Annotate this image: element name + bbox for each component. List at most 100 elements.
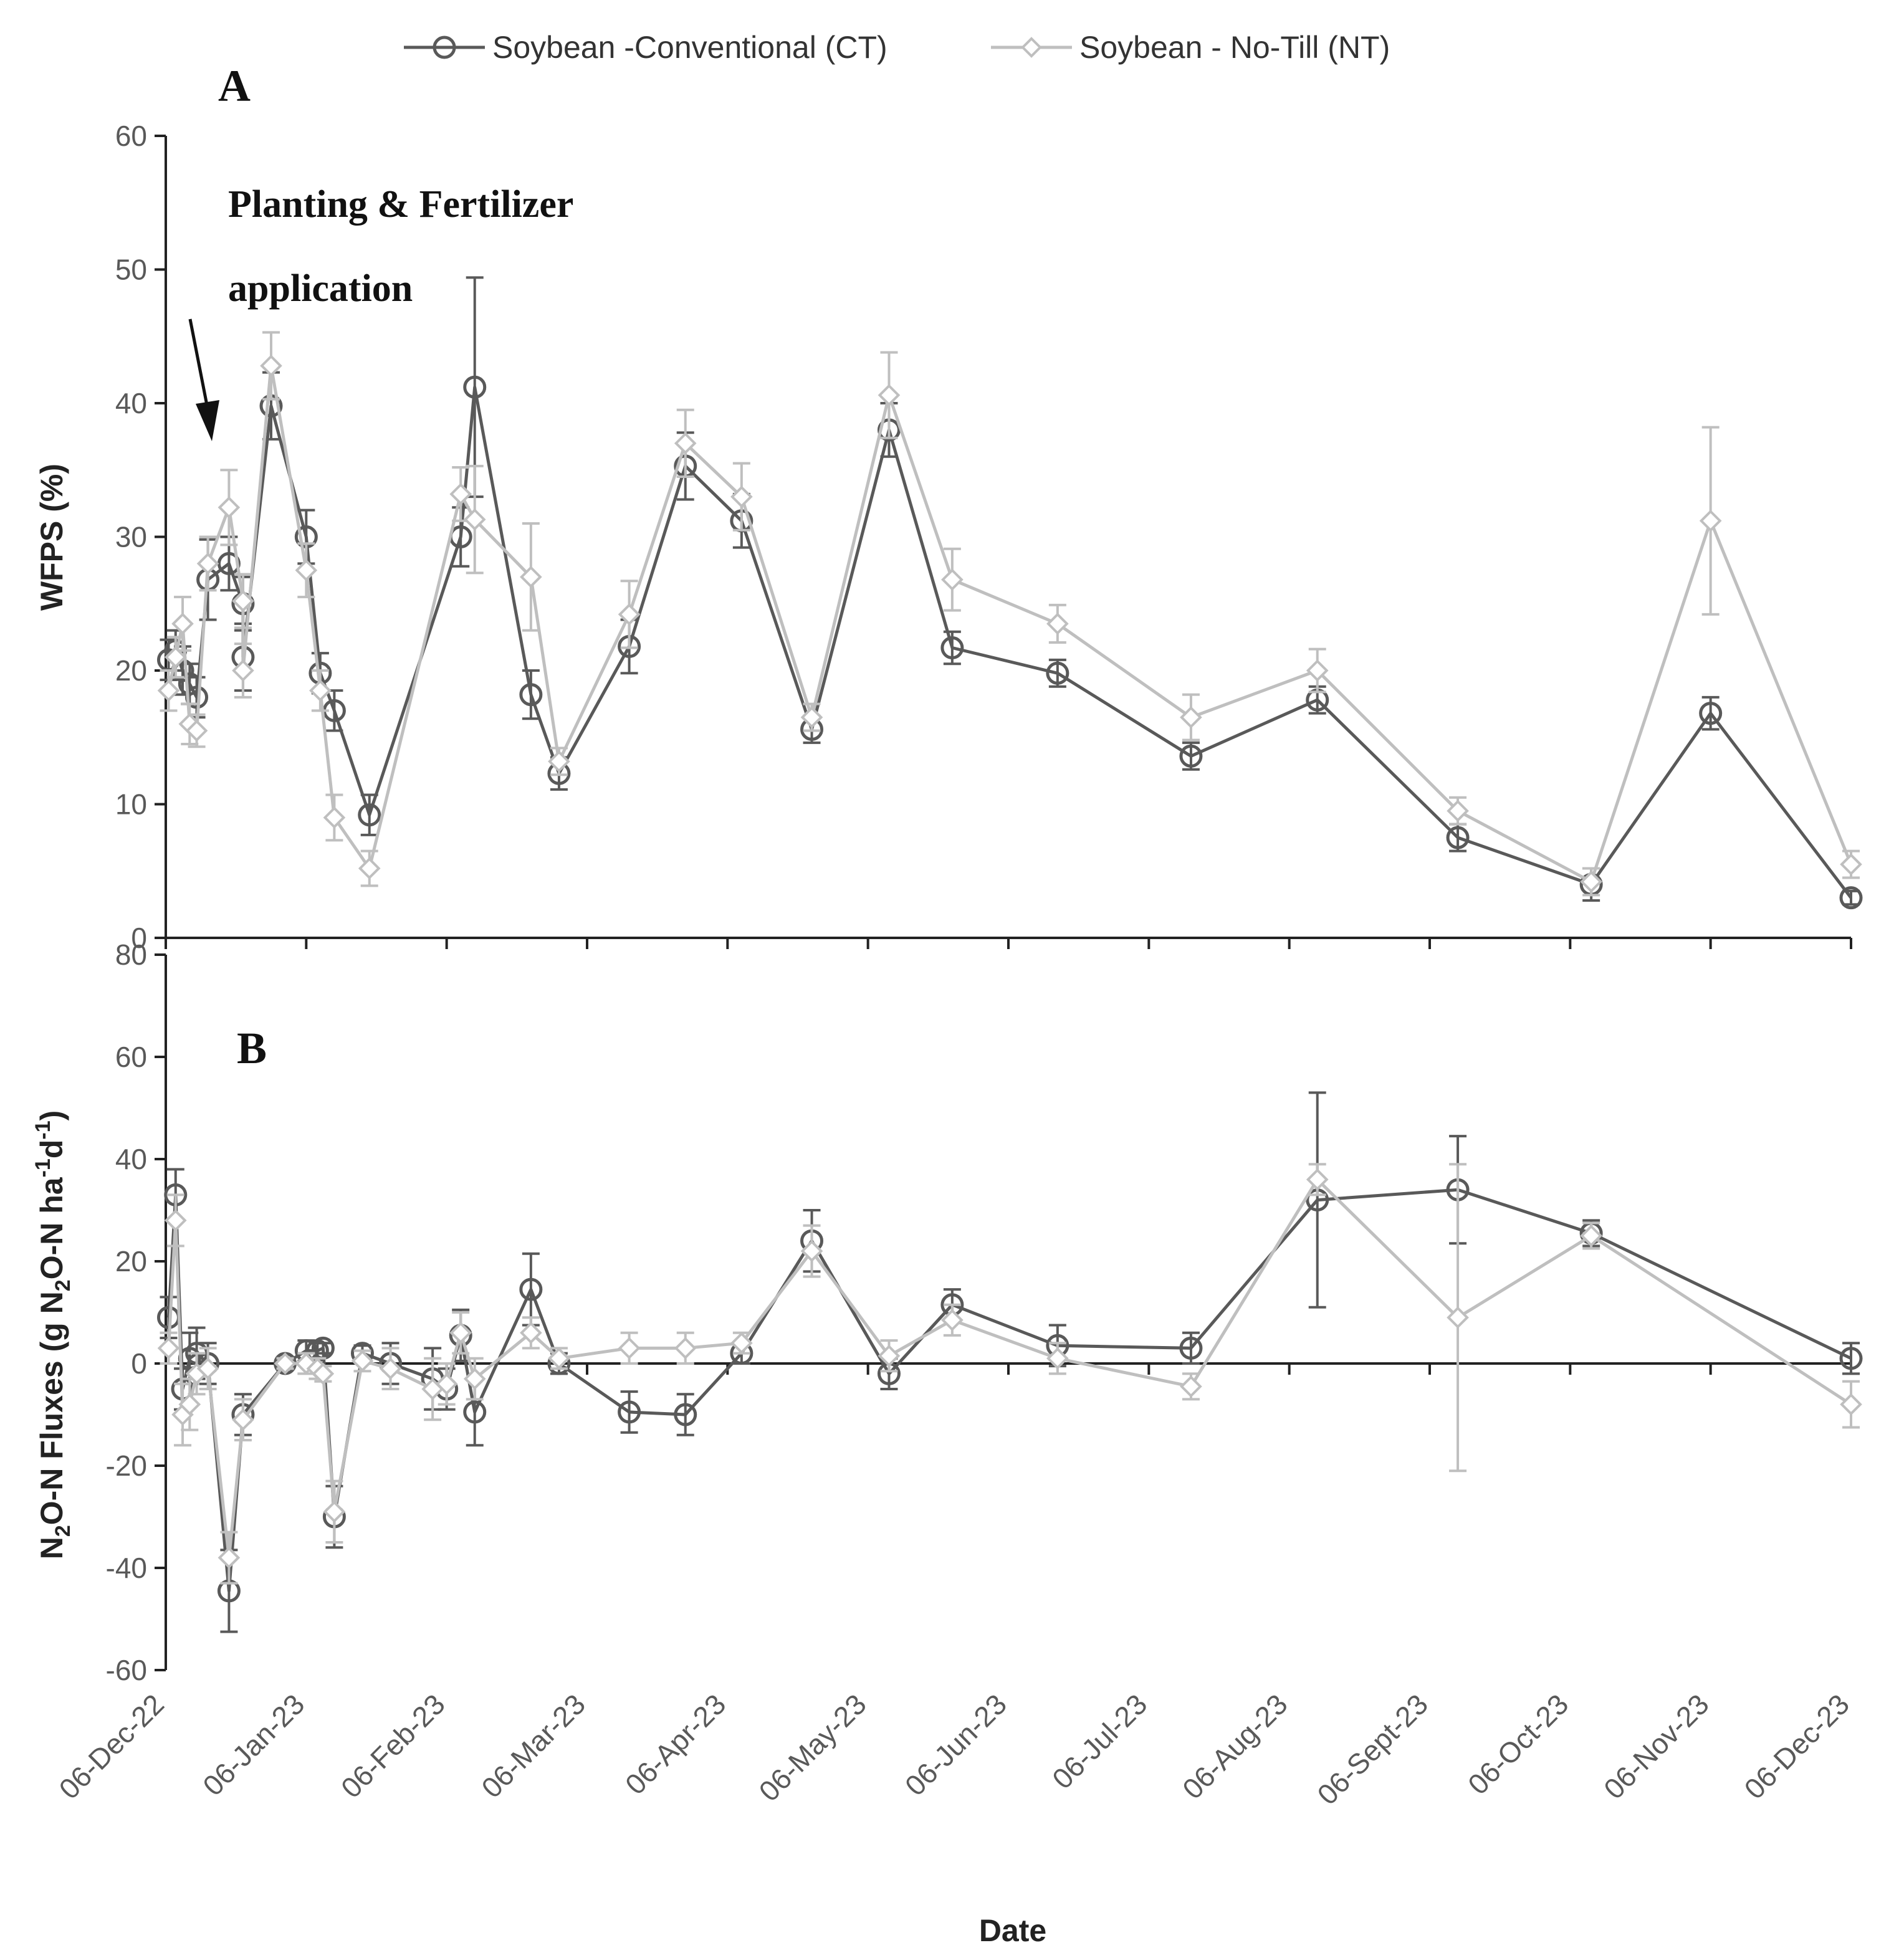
data-point-nt bbox=[218, 496, 241, 519]
data-point-nt bbox=[164, 1209, 187, 1232]
y-tick-label: 0 bbox=[131, 1347, 147, 1380]
data-point-nt bbox=[232, 1408, 254, 1431]
data-point-nt bbox=[218, 1546, 241, 1569]
data-point-nt bbox=[878, 1344, 901, 1367]
data-point-nt bbox=[463, 508, 486, 531]
data-point-nt bbox=[196, 1357, 219, 1380]
data-point-ct bbox=[618, 1400, 641, 1424]
annotation-arrow bbox=[188, 318, 219, 441]
data-point-nt bbox=[941, 1309, 964, 1332]
data-point-nt bbox=[312, 1362, 335, 1385]
x-tick-label: 06-Mar-23 bbox=[475, 1688, 591, 1804]
data-point-nt bbox=[449, 483, 472, 505]
y-tick-label: 20 bbox=[115, 1245, 147, 1277]
data-point-nt bbox=[548, 750, 570, 773]
legend-label-ct: Soybean -Conventional (CT) bbox=[492, 30, 887, 65]
y-tick-label: 30 bbox=[115, 521, 147, 553]
data-point-nt bbox=[157, 1337, 180, 1360]
data-point-nt bbox=[309, 679, 332, 702]
x-tick-label: 06-Aug-23 bbox=[1176, 1688, 1294, 1805]
series-ct bbox=[157, 276, 1863, 910]
x-tick-label: 06-Dec-22 bbox=[52, 1688, 170, 1805]
x-tick-label: 06-Jan-23 bbox=[196, 1688, 310, 1802]
data-point-nt bbox=[232, 659, 254, 682]
data-point-nt bbox=[178, 1393, 201, 1416]
annotation-planting-line1: Planting & Fertilizer bbox=[228, 183, 573, 226]
data-point-nt bbox=[196, 552, 219, 575]
y-tick-label: 0 bbox=[131, 922, 147, 954]
data-point-nt bbox=[730, 1332, 753, 1355]
data-point-ct bbox=[1179, 744, 1203, 768]
data-point-nt bbox=[1840, 1393, 1862, 1416]
data-point-nt bbox=[185, 719, 208, 742]
data-point-nt bbox=[463, 1367, 486, 1390]
x-tick-label: 06-Nov-23 bbox=[1597, 1688, 1715, 1805]
data-point-nt bbox=[379, 1357, 402, 1380]
data-point-ct bbox=[519, 683, 543, 707]
series-line bbox=[167, 364, 1853, 884]
x-tick-label: 06-Apr-23 bbox=[619, 1688, 732, 1800]
series-line bbox=[167, 385, 1852, 899]
y-tick-label: 40 bbox=[115, 1143, 147, 1175]
data-point-nt bbox=[323, 1500, 346, 1523]
series-line bbox=[167, 1188, 1852, 1593]
data-point-ct bbox=[1839, 1347, 1863, 1370]
data-point-nt bbox=[1046, 1347, 1069, 1370]
data-point-nt bbox=[618, 1337, 641, 1360]
x-tick-label: 06-Jul-23 bbox=[1046, 1688, 1153, 1795]
data-point-nt bbox=[800, 706, 823, 728]
data-point-ct bbox=[940, 636, 964, 660]
data-point-nt bbox=[618, 603, 641, 626]
data-point-nt bbox=[800, 1239, 823, 1263]
y-tick-label: 20 bbox=[115, 654, 147, 687]
data-point-nt bbox=[274, 1352, 297, 1375]
data-point-nt bbox=[878, 384, 901, 406]
data-point-nt bbox=[1580, 1225, 1602, 1247]
data-point-nt bbox=[323, 806, 346, 829]
data-point-nt bbox=[548, 1347, 570, 1370]
x-tick-label: 06-May-23 bbox=[752, 1688, 872, 1807]
panel-a-plot: 0 10 20 30 40 50 60 bbox=[115, 120, 1863, 954]
data-point-nt bbox=[730, 485, 753, 508]
data-point-ct bbox=[674, 1403, 697, 1426]
data-point-nt bbox=[171, 613, 194, 635]
data-point-nt bbox=[232, 590, 254, 613]
x-axis-tick-labels: 06-Dec-22 06-Jan-23 06-Feb-23 06-Mar-23 06-A… bbox=[52, 1688, 1855, 1811]
data-point-ct bbox=[1699, 702, 1723, 725]
y-tick-label: 50 bbox=[115, 254, 147, 286]
data-point-nt bbox=[1180, 706, 1202, 728]
annotation-planting-line2: application bbox=[228, 267, 413, 310]
data-point-nt bbox=[449, 1321, 472, 1344]
data-point-ct bbox=[463, 1400, 487, 1424]
panel-b: B N2O-N Fluxes (g N2O-N ha-1d-1) -60-40-… bbox=[31, 938, 1863, 1686]
data-point-nt bbox=[358, 857, 381, 880]
y-tick-label: -20 bbox=[106, 1449, 147, 1482]
x-tick-label: 06-Oct-23 bbox=[1461, 1688, 1574, 1800]
data-point-nt bbox=[157, 679, 180, 702]
panel-b-plot: -60 -40 -20 0 20 40 60 80 bbox=[106, 938, 1863, 1686]
data-point-nt bbox=[1306, 659, 1329, 682]
data-point-ct bbox=[1046, 661, 1069, 685]
data-point-nt bbox=[1840, 853, 1862, 876]
data-point-nt bbox=[295, 559, 318, 581]
data-point-nt bbox=[1180, 1375, 1202, 1398]
data-point-nt bbox=[520, 1321, 542, 1344]
panel-a: A Planting & Fertilizer application WFPS… bbox=[34, 61, 1863, 954]
x-tick-label: 06-Dec-23 bbox=[1738, 1688, 1855, 1805]
series-ct bbox=[157, 1091, 1863, 1633]
y-tick-label: 60 bbox=[115, 1041, 147, 1073]
data-point-nt bbox=[1447, 1306, 1469, 1329]
x-tick-label: 06-Feb-23 bbox=[335, 1688, 451, 1804]
y-tick-label: 80 bbox=[115, 938, 147, 971]
data-point-nt bbox=[1447, 800, 1469, 823]
series-nt bbox=[157, 331, 1862, 897]
y-tick-label: -40 bbox=[106, 1552, 147, 1584]
data-point-ct bbox=[519, 1277, 543, 1301]
x-tick-label: 06-Sept-23 bbox=[1311, 1688, 1434, 1811]
x-tick-label: 06-Jun-23 bbox=[899, 1688, 1013, 1802]
data-point-nt bbox=[1306, 1168, 1329, 1191]
panel-a-label: A bbox=[218, 61, 251, 111]
data-point-nt bbox=[164, 646, 187, 669]
data-point-nt bbox=[351, 1350, 374, 1372]
data-point-nt bbox=[260, 355, 282, 377]
